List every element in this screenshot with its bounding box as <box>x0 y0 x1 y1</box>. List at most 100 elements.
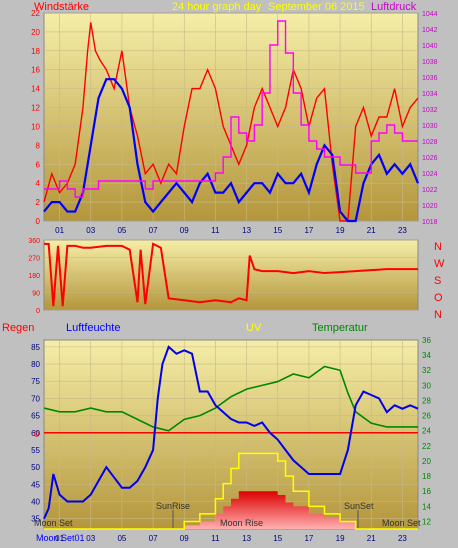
direction-y-tick-label: 90 <box>32 291 40 298</box>
climate-x-tick-label: 23 <box>398 534 407 543</box>
wind-y-tick-label: 12 <box>31 104 40 113</box>
rain-zero-marker: 0 <box>34 429 39 439</box>
direction-y-tick-label: 360 <box>28 238 40 245</box>
humidity-y-tick-label: 80 <box>31 360 40 369</box>
climate-x-tick-label: 15 <box>273 534 282 543</box>
temperature-y-tick-label: 32 <box>422 366 431 375</box>
wind-x-tick-label: 15 <box>273 226 282 235</box>
compass-label-w: W <box>434 258 445 270</box>
temperature-y-tick-label: 22 <box>422 442 431 451</box>
temperature-y-tick-label: 20 <box>422 457 431 466</box>
pressure-y-tick-label: 1028 <box>422 139 438 146</box>
compass-label-o: O <box>434 292 443 304</box>
direction-y-tick-label: 270 <box>28 256 40 263</box>
uv-line <box>44 452 418 530</box>
wind-x-tick-label: 21 <box>367 226 376 235</box>
compass-labels: N W S O N <box>434 241 445 321</box>
humidity-y-tick-label: 50 <box>31 463 40 472</box>
pressure-y-tick-label: 1032 <box>422 107 438 114</box>
humidity-y-tick-label: 35 <box>31 515 40 524</box>
wind-axis-title: Windstärke <box>34 1 89 13</box>
temperature-y-tick-label: 16 <box>422 487 431 496</box>
climate-x-tick-label: 09 <box>180 534 189 543</box>
pressure-y-tick-labels: 1018 1020 1022 1024 1026 1028 1030 1032 1034 1036… <box>422 11 438 226</box>
compass-label-n-top: N <box>434 241 442 253</box>
wind-x-tick-label: 17 <box>304 226 313 235</box>
temperature-y-tick-label: 36 <box>422 336 431 345</box>
humidity-y-tick-label: 70 <box>31 394 40 403</box>
wind-y-tick-label: 22 <box>31 9 40 18</box>
wind-x-tick-label: 01 <box>55 226 64 235</box>
climate-x-tick-label: 19 <box>336 534 345 543</box>
pressure-y-tick-label: 1034 <box>422 91 438 98</box>
moonset-01-label: Moon Set01 <box>36 533 85 543</box>
rain-axis-title: Regen <box>2 322 34 334</box>
wind-y-tick-label: 14 <box>31 85 40 94</box>
pressure-y-tick-label: 1020 <box>422 203 438 210</box>
wind-y-tick-label: 10 <box>31 122 40 131</box>
pressure-y-tick-label: 1044 <box>422 11 438 18</box>
humidity-y-tick-labels: 35 40 45 50 55 60 65 70 75 80 85 <box>31 343 40 524</box>
wind-y-tick-label: 0 <box>36 217 41 226</box>
humidity-y-tick-label: 60 <box>31 429 40 438</box>
pressure-line <box>44 20 418 198</box>
humidity-axis-title: Luftfeuchte <box>66 322 120 334</box>
humidity-y-tick-label: 65 <box>31 412 40 421</box>
wind-direction-line <box>44 242 418 307</box>
wind-x-tick-label: 11 <box>211 226 220 235</box>
wind-y-tick-label: 4 <box>36 179 41 188</box>
wind-x-tick-label: 23 <box>398 226 407 235</box>
temperature-y-tick-label: 30 <box>422 381 431 390</box>
graph-date: September 06 2015 <box>268 1 365 13</box>
temperature-y-tick-label: 26 <box>422 412 431 421</box>
climate-x-tick-label: 03 <box>86 534 95 543</box>
temperature-y-tick-label: 24 <box>422 427 431 436</box>
compass-label-s: S <box>434 275 441 287</box>
uv-axis-title: UV <box>246 322 262 334</box>
wind-x-tick-labels: 01 03 05 07 09 11 13 15 17 19 21 23 <box>55 226 407 235</box>
wind-y-tick-label: 8 <box>36 141 41 150</box>
direction-y-tick-label: 0 <box>36 308 40 315</box>
direction-y-tick-label: 180 <box>28 273 40 280</box>
humidity-y-tick-label: 85 <box>31 343 40 352</box>
pressure-y-tick-label: 1038 <box>422 59 438 66</box>
pressure-axis-title: Luftdruck <box>371 1 417 13</box>
pressure-y-tick-label: 1022 <box>422 187 438 194</box>
climate-x-tick-label: 05 <box>117 534 126 543</box>
direction-y-tick-labels: 0 90 180 270 360 <box>28 238 40 315</box>
climate-x-tick-label: 01 <box>55 534 64 543</box>
wind-y-tick-label: 6 <box>36 160 41 169</box>
direction-series <box>44 242 418 307</box>
climate-x-tick-label: 07 <box>149 534 158 543</box>
climate-x-tick-label: 21 <box>367 534 376 543</box>
temperature-y-tick-label: 12 <box>422 517 431 526</box>
direction-grid <box>44 239 418 311</box>
sunrise-label: SunRise <box>156 501 190 511</box>
temperature-y-tick-label: 28 <box>422 396 431 405</box>
climate-x-tick-label: 13 <box>242 534 251 543</box>
wind-y-tick-labels: 0 2 4 6 8 10 12 14 16 18 20 22 <box>31 9 40 226</box>
wind-x-tick-label: 07 <box>149 226 158 235</box>
moonset-label-left: Moon Set <box>34 518 73 528</box>
moonrise-label: Moon Rise <box>220 518 263 528</box>
climate-x-tick-labels: 01 03 05 07 09 11 13 15 17 19 21 23 <box>55 534 407 543</box>
sunset-label: SunSet <box>344 501 374 511</box>
temperature-y-tick-label: 14 <box>422 502 431 511</box>
climate-x-tick-label: 17 <box>304 534 313 543</box>
wind-y-tick-label: 16 <box>31 66 40 75</box>
wind-x-tick-label: 03 <box>86 226 95 235</box>
temperature-y-tick-label: 34 <box>422 351 431 360</box>
humidity-line <box>43 345 419 520</box>
solar-area <box>44 491 418 529</box>
temperature-axis-title: Temperatur <box>312 322 368 334</box>
wind-x-tick-label: 09 <box>180 226 189 235</box>
wind-average-line <box>43 78 420 223</box>
pressure-y-tick-label: 1042 <box>422 27 438 34</box>
wind-series <box>43 20 420 223</box>
compass-label-n-bottom: N <box>434 309 442 321</box>
humidity-y-tick-label: 55 <box>31 446 40 455</box>
wind-y-tick-label: 20 <box>31 28 40 37</box>
humidity-y-tick-label: 40 <box>31 498 40 507</box>
